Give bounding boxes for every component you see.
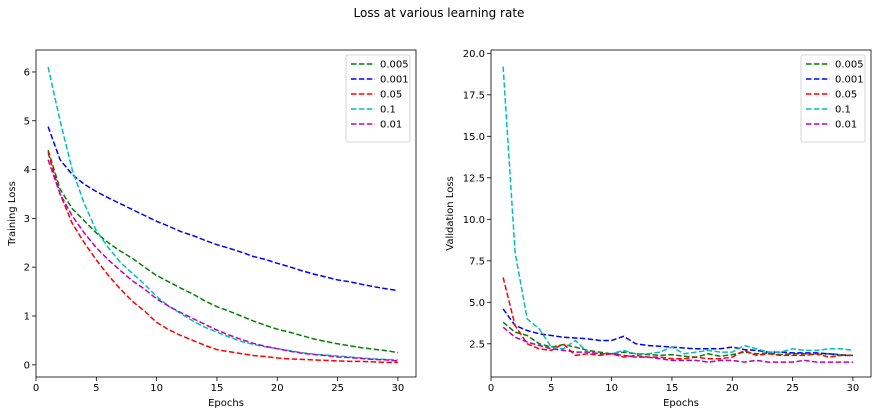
legend-label-0.005: 0.005 bbox=[380, 60, 409, 71]
y-tick-label: 1 bbox=[24, 311, 30, 322]
x-tick-label: 25 bbox=[331, 383, 344, 394]
y-tick-label: 15.0 bbox=[463, 132, 485, 143]
x-tick-label: 25 bbox=[786, 383, 799, 394]
chart-panel-1: 0 5 10 15 20 25 30 0 1 2 3 4 5 6 Epochs Training Loss 0.… bbox=[7, 49, 417, 409]
series-line-0.05 bbox=[47, 152, 398, 364]
y-axis-label: Training Loss bbox=[7, 181, 18, 247]
x-tick-label: 20 bbox=[726, 383, 739, 394]
legend-label-0.05: 0.05 bbox=[380, 90, 402, 101]
y-tick-label: 5 bbox=[24, 116, 30, 127]
axes-frame bbox=[35, 49, 417, 378]
series-line-0.01 bbox=[502, 326, 853, 363]
legend-label-0.1: 0.1 bbox=[380, 105, 396, 116]
x-tick-label: 20 bbox=[271, 383, 284, 394]
x-tick-label: 30 bbox=[847, 383, 860, 394]
y-tick-label: 4 bbox=[24, 165, 30, 176]
axes-frame bbox=[490, 49, 872, 378]
legend-label-0.1: 0.1 bbox=[835, 105, 851, 116]
figure-title: Loss at various learning rate bbox=[353, 6, 525, 20]
series-line-0.1 bbox=[502, 66, 853, 355]
x-axis-label: Epochs bbox=[208, 398, 244, 409]
series-line-0.001 bbox=[502, 308, 853, 357]
legend-box bbox=[800, 54, 866, 143]
series-line-0.005 bbox=[502, 321, 853, 358]
y-tick-label: 12.5 bbox=[463, 173, 485, 184]
legend-label-0.05: 0.05 bbox=[835, 90, 857, 101]
series-line-0.001 bbox=[47, 126, 399, 292]
y-tick-label: 2.5 bbox=[469, 339, 485, 350]
x-tick-label: 10 bbox=[605, 383, 618, 394]
y-tick-label: 7.5 bbox=[469, 256, 485, 267]
x-tick-label: 5 bbox=[548, 383, 554, 394]
legend-box bbox=[345, 54, 411, 143]
y-tick-label: 5.0 bbox=[469, 298, 485, 309]
x-axis-label: Epochs bbox=[663, 398, 699, 409]
y-tick-label: 3 bbox=[24, 214, 30, 225]
legend: 0.005 0.001 0.05 0.1 0.01 bbox=[345, 54, 411, 143]
legend-label-0.01: 0.01 bbox=[835, 120, 857, 131]
series-line-0.1 bbox=[47, 66, 398, 361]
series-line-0.01 bbox=[47, 159, 398, 362]
legend-label-0.001: 0.001 bbox=[835, 75, 864, 86]
legend-label-0.01: 0.01 bbox=[380, 120, 402, 131]
series-line-0.05 bbox=[502, 277, 853, 360]
legend: 0.005 0.001 0.05 0.1 0.01 bbox=[800, 54, 866, 143]
x-tick-label: 10 bbox=[150, 383, 163, 394]
x-tick-label: 15 bbox=[666, 383, 679, 394]
y-tick-label: 10.0 bbox=[463, 215, 485, 226]
x-tick-label: 0 bbox=[488, 383, 494, 394]
x-tick-label: 15 bbox=[211, 383, 224, 394]
y-tick-label: 20.0 bbox=[463, 49, 485, 60]
y-axis-label: Validation Loss bbox=[445, 176, 456, 251]
legend-label-0.001: 0.001 bbox=[380, 75, 409, 86]
x-tick-label: 5 bbox=[93, 383, 99, 394]
series-line-0.005 bbox=[47, 149, 399, 354]
x-tick-label: 0 bbox=[33, 383, 39, 394]
y-tick-label: 6 bbox=[24, 67, 30, 78]
y-tick-label: 0 bbox=[24, 360, 30, 371]
y-tick-label: 17.5 bbox=[463, 90, 485, 101]
x-tick-label: 30 bbox=[392, 383, 405, 394]
chart-panel-2: 0 5 10 15 20 25 30 2.5 5.0 7.5 10.0 12.5 15.0 17.5 20.… bbox=[445, 49, 872, 409]
legend-label-0.005: 0.005 bbox=[835, 60, 864, 71]
y-tick-label: 2 bbox=[24, 263, 30, 274]
